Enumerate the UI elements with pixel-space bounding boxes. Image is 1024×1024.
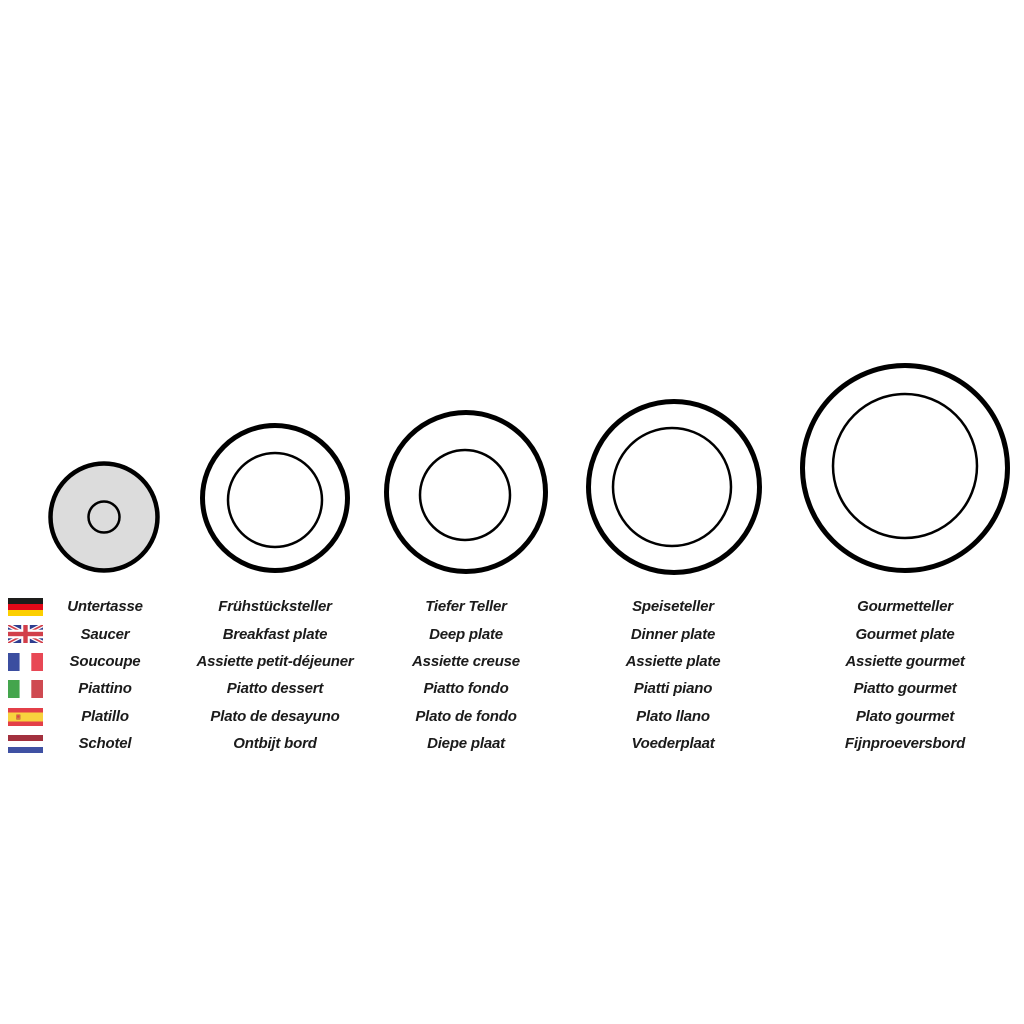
plate-gourmet-plate <box>800 363 1010 573</box>
plate-label: Soucoupe <box>69 653 141 671</box>
plate-label: Voederplaat <box>631 735 715 753</box>
plate-label: Platillo <box>81 707 129 725</box>
spain-flag-icon <box>8 707 43 726</box>
plate-label: Dinner plate <box>630 625 716 643</box>
plate-label: Piattino <box>78 680 132 698</box>
plate-label: Piatto dessert <box>226 680 324 698</box>
plate-label: Tiefer Teller <box>425 598 507 616</box>
plate-label: Untertasse <box>67 598 143 616</box>
plate-label: Piatto gourmet <box>853 680 957 698</box>
plate-label: Gourmet plate <box>855 625 955 643</box>
germany-flag-icon <box>8 598 43 616</box>
plate-label: Breakfast plate <box>222 625 328 643</box>
plate-label: Plato gourmet <box>855 707 955 725</box>
plate-saucer-well <box>87 500 121 534</box>
plate-label: Piatti piano <box>633 680 713 698</box>
plate-deep-plate-well <box>418 448 512 542</box>
plate-label: Assiette gourmet <box>845 653 965 671</box>
plate-label: Assiette plate <box>625 653 721 671</box>
label-column-saucer: Untertasse Saucer Soucoupe Piattino Platillo… <box>0 593 220 757</box>
france-flag-icon <box>8 652 43 671</box>
plate-label: Gourmetteller <box>857 598 953 616</box>
italy-flag-icon <box>8 680 43 699</box>
label-column-dinner-plate: Speiseteller Dinner plate Assiette plate Pi… <box>558 593 788 757</box>
plate-breakfast-plate-well <box>226 451 324 549</box>
plate-breakfast-plate <box>200 423 350 573</box>
label-column-deep-plate: Tiefer Teller Deep plate Assiette creuse Pi… <box>351 593 581 757</box>
plate-label: Piatto fondo <box>423 680 509 698</box>
netherlands-flag-icon <box>8 735 43 753</box>
plate-label: Plato de fondo <box>415 707 517 725</box>
plate-label: Saucer <box>80 625 130 643</box>
plate-label: Assiette creuse <box>412 653 520 671</box>
plate-label: Frühstücksteller <box>218 598 332 616</box>
plate-label: Speiseteller <box>632 598 714 616</box>
plate-label: Diepe plaat <box>427 735 505 753</box>
plate-label: Deep plate <box>429 625 503 643</box>
plate-label: Assiette petit-déjeuner <box>196 653 354 671</box>
uk-flag-icon <box>7 623 44 646</box>
plate-label: Plato llano <box>636 707 710 725</box>
plate-dinner-plate <box>586 399 762 575</box>
label-column-breakfast-plate: Frühstücksteller Breakfast plate Assiette … <box>160 593 390 757</box>
plate-gourmet-plate-well <box>831 392 979 540</box>
plate-dinner-plate-well <box>611 426 733 548</box>
plate-label: Plato de desayuno <box>210 707 340 725</box>
plate-label: Schotel <box>78 735 132 753</box>
plate-label: Ontbijt bord <box>233 735 317 753</box>
plate-saucer <box>48 461 160 573</box>
plate-label: Fijnproeversbord <box>844 735 966 753</box>
label-column-gourmet-plate: Gourmetteller Gourmet plate Assiette gourm… <box>790 593 1020 757</box>
plate-deep-plate <box>384 410 548 574</box>
